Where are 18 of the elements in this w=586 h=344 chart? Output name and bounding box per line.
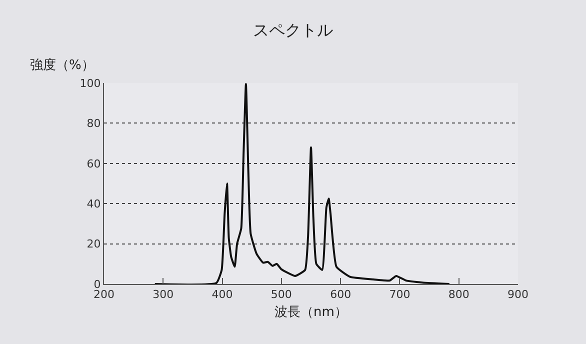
y-axis-title: 強度（%） [30, 57, 94, 73]
x-tick-label: 300 [152, 288, 174, 302]
x-axis-title: 波長（nm） [274, 304, 348, 320]
x-tick-label: 200 [94, 288, 114, 302]
y-tick-label: 60 [86, 157, 101, 170]
line-series [154, 83, 450, 284]
chart-title: スペクトル [253, 20, 333, 40]
x-tick-label: 400 [212, 288, 233, 302]
x-tick-label: 800 [448, 288, 470, 302]
x-tick-label: 600 [330, 288, 352, 302]
y-tick-label: 0 [94, 278, 101, 291]
y-tick-label: 100 [80, 76, 101, 90]
y-tick-label: 40 [86, 197, 101, 210]
x-tick-label: 900 [508, 288, 528, 302]
y-tick-label: 80 [86, 117, 101, 130]
x-tick-label: 500 [270, 288, 292, 302]
x-tick-label: 700 [389, 288, 410, 302]
y-tick-label: 20 [86, 238, 101, 251]
